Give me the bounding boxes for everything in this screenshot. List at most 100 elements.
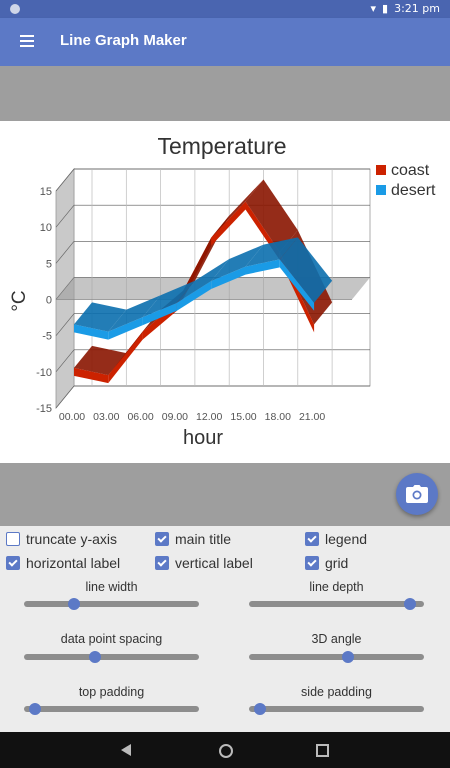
grid-line-depth [55,385,75,409]
x-tick-label: 12.00 [196,411,222,423]
app-bar: Line Graph Maker [0,18,450,66]
y-tick-label: 0 [46,295,52,307]
y-tick-label: 10 [40,222,52,234]
x-tick-label: 18.00 [265,411,291,423]
navigation-bar [0,732,450,768]
legend-label: desert [391,182,436,199]
grid-line-depth [55,204,75,228]
slider-side-padding[interactable] [249,703,424,715]
series-line-depth [108,295,161,332]
series-line-depth [74,302,127,332]
series-line-segment [74,367,109,384]
x-axis-title: hour [183,427,223,449]
checkbox-box[interactable] [155,532,169,546]
checkbox-label: legend [325,531,368,547]
slider-label-data-point-spacing: data point spacing [60,632,163,646]
series-line-segment [74,324,109,340]
camera-button[interactable] [396,473,438,515]
x-tick-label: 21.00 [299,411,325,423]
series-line-segment [108,317,143,340]
checkbox-legend[interactable]: legend [305,531,367,547]
slider-thumb[interactable] [341,651,354,663]
back-icon[interactable] [121,744,131,756]
slider-3d-angle[interactable] [249,651,424,663]
checkbox-vertical-label[interactable]: vertical label [155,555,253,571]
y-axis-title: °C [9,290,30,311]
checkbox-label: grid [325,555,349,571]
series-line-depth [211,244,264,282]
series-line-depth [142,280,195,318]
x-tick-label: 00.00 [59,411,85,423]
checkbox-box[interactable] [305,556,319,570]
line-chart: 15 10 5 0 -5 -10 -15 00.00 03.00 06.00 09.00 12.00 1… [9,133,436,449]
series-line-segment [108,331,143,384]
x-tick-label: 03.00 [93,411,119,423]
slider-thumb[interactable] [403,598,416,610]
checkbox-grid[interactable]: grid [305,555,348,571]
legend-label: coast [391,162,430,179]
top-spacer [0,66,450,121]
series-line-segment [211,266,246,290]
grid-line-depth [55,168,75,192]
series-line-segment [176,281,212,311]
slider-data-point-spacing[interactable] [24,651,199,663]
checkbox-label: vertical label [175,555,253,571]
grid-line-depth [55,313,75,336]
checkbox-truncate-y-axis[interactable]: truncate y-axis [6,531,117,547]
checkbox-main-title[interactable]: main title [155,531,231,547]
chart-title: Temperature [157,133,286,159]
slider-label-side-padding: side padding [301,685,372,699]
grid-line-depth [55,349,75,373]
checkbox-box[interactable] [305,532,319,546]
grid-line-depth [55,241,75,264]
camera-icon [406,485,428,503]
slider-line-depth[interactable] [249,598,424,610]
checkbox-label: horizontal label [26,555,121,571]
x-tick-label: 09.00 [162,411,188,423]
battery-icon: ▮ [382,2,389,15]
wifi-icon: ▾ [370,2,377,15]
checkbox-label: main title [175,531,232,547]
slider-thumb[interactable] [28,703,41,715]
y-tick-label: -5 [42,331,52,343]
y-tick-label: 15 [40,186,52,198]
checkbox-box[interactable] [6,556,20,570]
slider-line-width[interactable] [24,598,199,610]
slider-label-top-padding: top padding [78,685,145,699]
slider-label-line-width: line width [85,580,138,594]
series-line-segment [142,302,177,326]
series-line-depth [176,259,230,303]
series-line-segment [211,201,246,246]
series-line-depth [74,345,127,376]
slider-top-padding[interactable] [24,703,199,715]
checkbox-horizontal-label[interactable]: horizontal label [6,555,120,571]
slider-thumb[interactable] [253,703,266,715]
status-bar: ▾ ▮ 3:21 pm [0,0,450,18]
legend-swatch [376,165,386,175]
chart-area: 15 10 5 0 -5 -10 -15 00.00 03.00 06.00 09.00 12.00 1… [0,121,450,463]
checkbox-label: truncate y-axis [26,531,118,547]
recent-apps-icon[interactable] [316,744,329,757]
menu-icon[interactable] [20,35,34,47]
checkbox-box[interactable] [6,532,20,546]
series-line-depth [211,179,264,238]
bottom-spacer [0,463,450,526]
checkbox-box[interactable] [155,556,169,570]
series-line-segment [245,259,280,275]
slider-thumb[interactable] [89,651,102,663]
series-line-segment [279,259,315,311]
x-tick-label: 15.00 [230,411,256,423]
notification-icon [10,4,20,14]
slider-label-line-depth: line depth [309,580,364,594]
status-time: 3:21 pm [394,2,440,15]
home-icon[interactable] [219,744,233,758]
x-tick-label: 06.00 [127,411,153,423]
legend-swatch [376,185,386,195]
series-line-depth [245,237,298,267]
app-title: Line Graph Maker [60,32,187,49]
y-tick-label: 5 [46,258,52,270]
settings-panel: truncate y-axis main title legend horizo… [0,526,450,732]
slider-label-3d-angle: 3D angle [311,632,362,646]
slider-thumb[interactable] [68,598,80,610]
y-tick-label: -15 [36,403,52,415]
